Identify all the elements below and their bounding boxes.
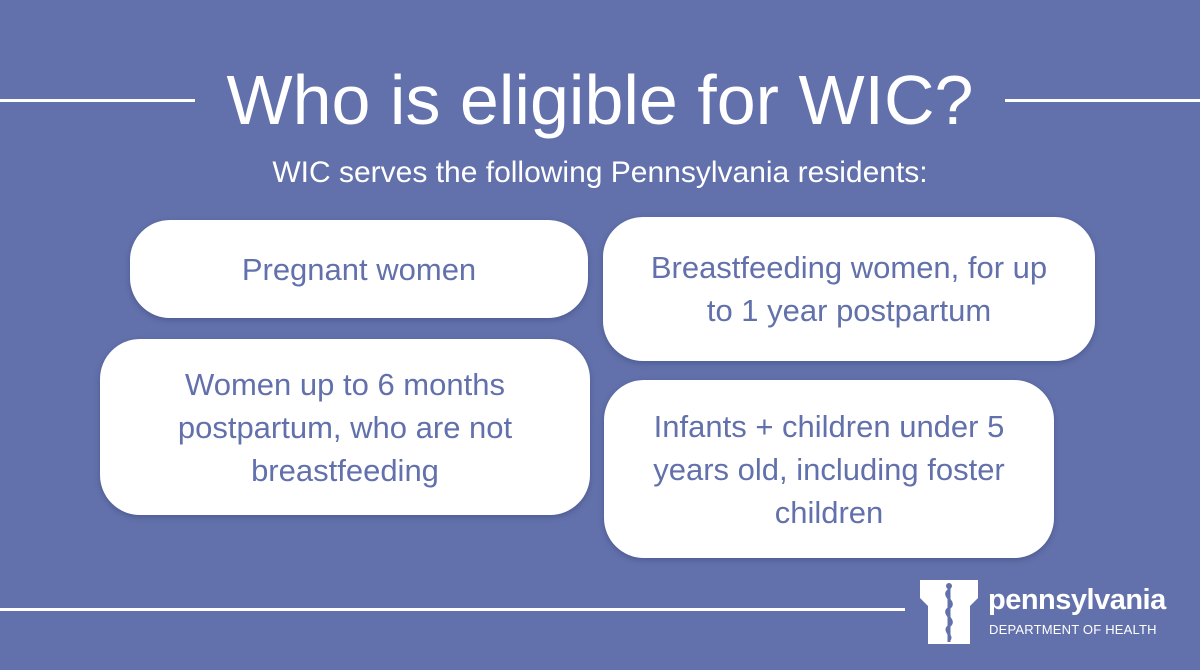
eligibility-card-infants: Infants + children under 5 years old, in… xyxy=(604,380,1054,558)
title-rule-left xyxy=(0,99,195,102)
pa-health-logo: pennsylvania DEPARTMENT OF HEALTH xyxy=(918,578,1178,648)
eligibility-card-pregnant: Pregnant women xyxy=(130,220,588,318)
eligibility-card-text: Breastfeeding women, for up to 1 year po… xyxy=(650,250,1048,328)
footer-rule xyxy=(0,608,905,611)
eligibility-card-breastfeeding: Breastfeeding women, for up to 1 year po… xyxy=(603,217,1095,361)
eligibility-card-text: Infants + children under 5 years old, in… xyxy=(653,408,1005,530)
page-subtitle: WIC serves the following Pennsylvania re… xyxy=(272,156,928,189)
keystone-caduceus-icon xyxy=(920,580,978,644)
title-rule-right xyxy=(1005,99,1200,102)
logo-department: DEPARTMENT OF HEALTH xyxy=(989,622,1157,637)
eligibility-card-postpartum: Women up to 6 months postpartum, who are… xyxy=(100,339,590,515)
logo-wordmark: pennsylvania xyxy=(988,584,1166,616)
page-title: Who is eligible for WIC? xyxy=(226,61,974,139)
eligibility-card-text: Pregnant women xyxy=(241,251,477,287)
eligibility-card-text: Women up to 6 months postpartum, who are… xyxy=(177,366,513,488)
